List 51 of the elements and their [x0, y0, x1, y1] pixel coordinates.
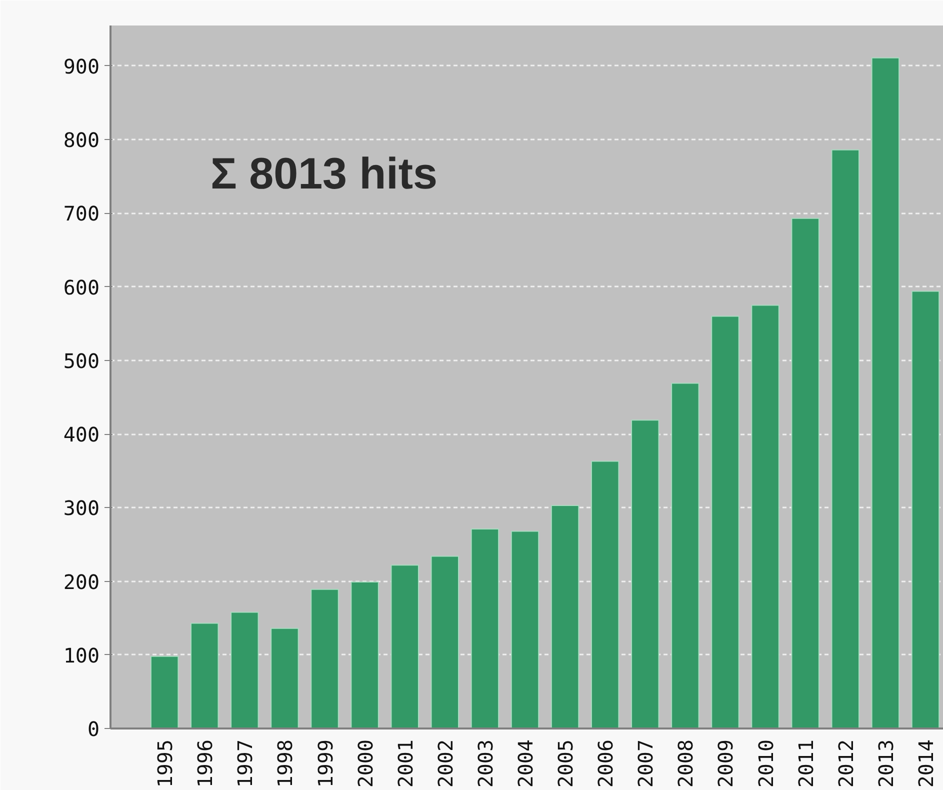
y-tick-label: 300	[63, 496, 100, 520]
x-tick-label: 2008	[674, 739, 698, 788]
bar	[711, 316, 740, 728]
x-tick-label: 2014	[914, 739, 938, 788]
x-tick-label: 2004	[514, 739, 538, 788]
y-tick-label: 200	[63, 570, 100, 594]
x-tick-label: 2009	[714, 739, 738, 788]
bar	[190, 622, 219, 728]
x-tick-label: 2007	[634, 739, 658, 788]
x-tick-label: 2010	[754, 739, 778, 788]
y-tick-label: 800	[63, 128, 100, 152]
y-tick-label: 400	[63, 422, 100, 447]
y-tick-label: 100	[63, 643, 100, 668]
y-tick-label: 500	[63, 348, 100, 373]
x-tick-label: 2001	[393, 739, 418, 788]
bar	[150, 656, 179, 728]
x-tick-label: 1998	[273, 739, 298, 788]
x-tick-label: 2002	[433, 739, 458, 788]
y-tick-label: 900	[63, 54, 100, 78]
bar	[310, 588, 339, 728]
annotation: Σ 8013 hits	[210, 150, 438, 198]
y-tick-label: 600	[63, 275, 100, 300]
x-tick-label: 1999	[313, 739, 338, 788]
bar	[590, 460, 620, 728]
bar	[871, 57, 900, 728]
bar	[550, 504, 580, 728]
x-tick-label: 2003	[473, 739, 498, 788]
x-tick-label: 2013	[874, 739, 898, 788]
bar	[911, 290, 940, 728]
x-tick-label: 2011	[794, 739, 818, 788]
x-tick-label: 1995	[153, 739, 178, 788]
y-tick-label: 0	[87, 717, 100, 741]
bar	[430, 556, 460, 728]
x-tick-label: 2005	[554, 739, 578, 788]
bar	[831, 149, 860, 728]
bar	[510, 530, 540, 728]
bar	[390, 564, 419, 728]
bar	[791, 218, 820, 728]
x-tick-label: 2012	[834, 739, 858, 788]
bar	[230, 612, 259, 728]
bar	[671, 382, 700, 728]
bar	[751, 304, 780, 728]
x-tick-label: 2000	[353, 739, 378, 788]
x-tick-label: 1996	[193, 739, 218, 788]
y-tick-label: 700	[63, 202, 100, 226]
x-tick-label: 2006	[594, 739, 618, 788]
bar	[350, 582, 379, 728]
bar	[470, 528, 500, 728]
x-tick-label: 1997	[233, 739, 258, 788]
bar	[631, 420, 660, 728]
bar	[270, 628, 299, 728]
